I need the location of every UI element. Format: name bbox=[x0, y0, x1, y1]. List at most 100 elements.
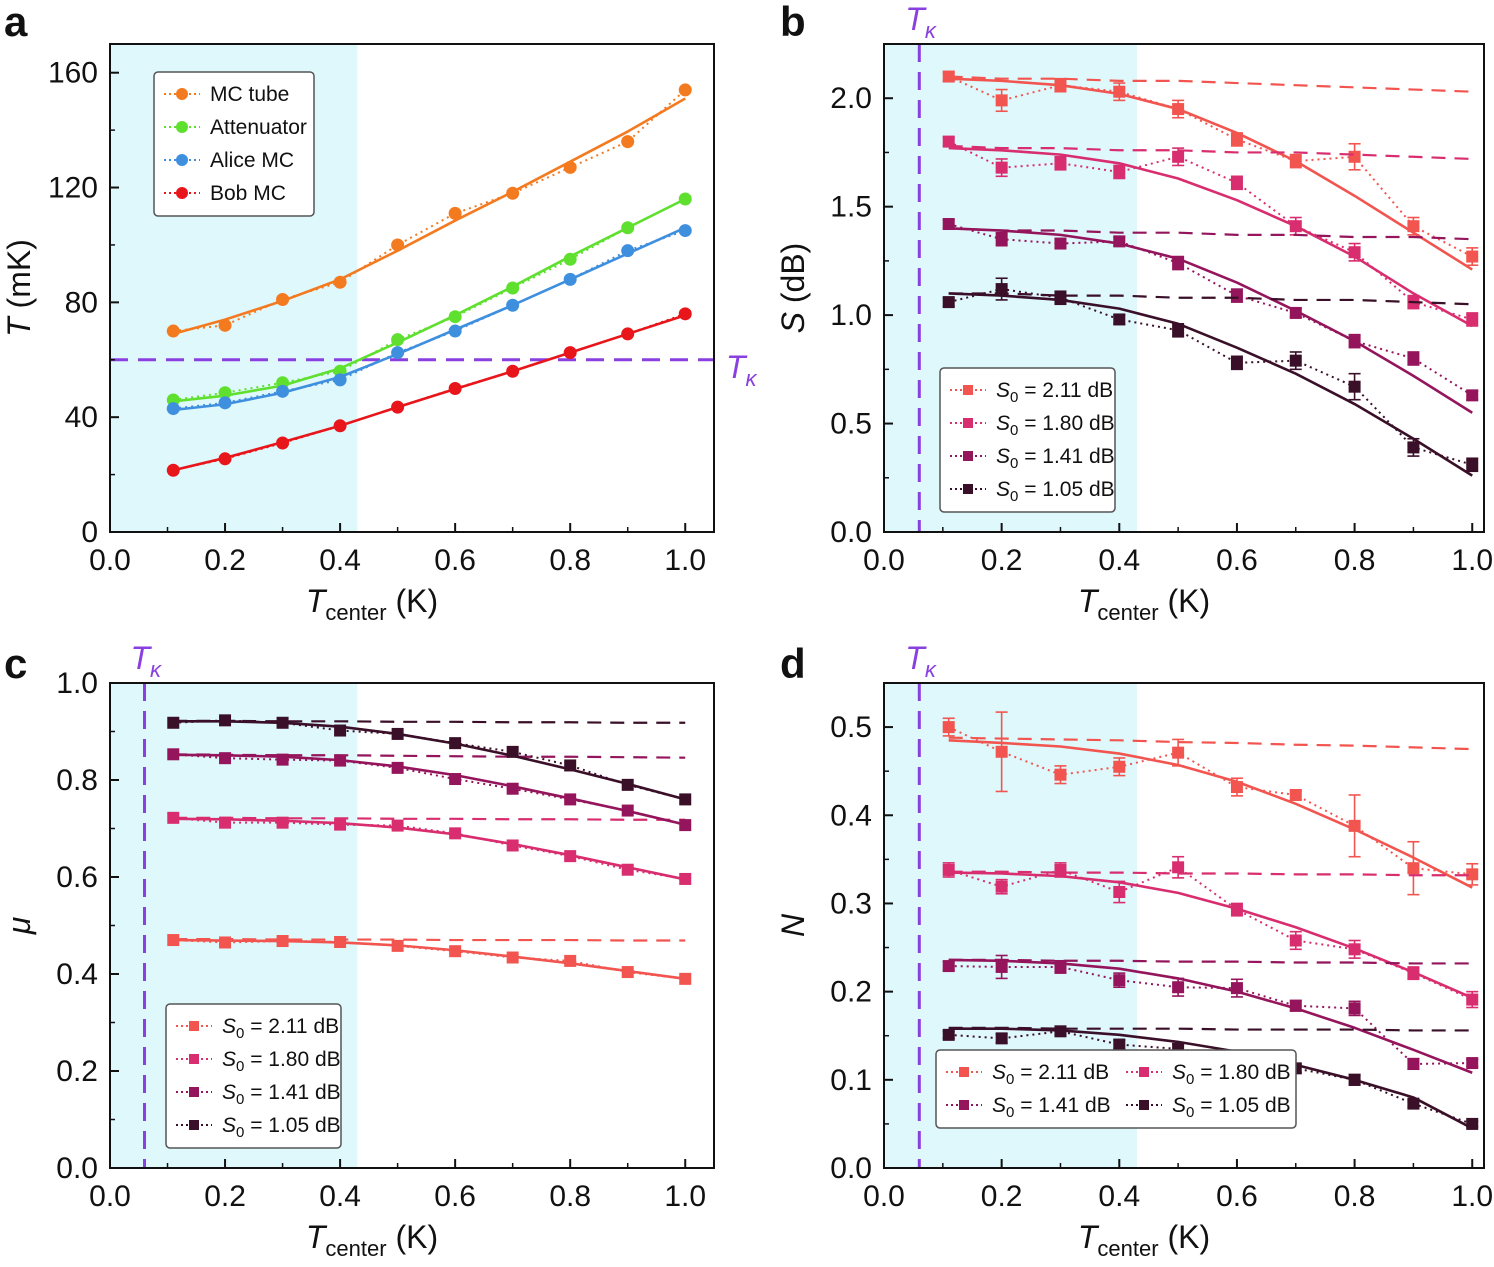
tk-label: Tκ bbox=[905, 640, 937, 682]
legend-marker bbox=[959, 1067, 969, 1077]
data-point bbox=[391, 238, 405, 252]
plot-frame bbox=[109, 43, 715, 533]
series-4 bbox=[942, 277, 1479, 477]
y-tick-label: 0.0 bbox=[830, 1152, 872, 1185]
legend-subscript: 0 bbox=[236, 1091, 244, 1108]
plot-frame bbox=[883, 43, 1485, 533]
legend-subscript: 0 bbox=[1010, 389, 1018, 406]
legend-subscript: 0 bbox=[236, 1124, 244, 1141]
data-point bbox=[564, 850, 577, 863]
data-point bbox=[1113, 974, 1126, 987]
x-tick-label: 0.8 bbox=[549, 544, 591, 577]
x-tick-label: 0.8 bbox=[549, 1180, 591, 1213]
legend-symbol: S bbox=[996, 412, 1010, 435]
data-point bbox=[506, 951, 519, 964]
data-point bbox=[218, 396, 232, 410]
series-data-line bbox=[173, 939, 686, 980]
data-point bbox=[334, 754, 347, 767]
data-point bbox=[1289, 354, 1302, 367]
data-point bbox=[506, 298, 520, 312]
legend-item: S0 = 1.80 dB bbox=[1126, 1061, 1291, 1088]
data-point bbox=[506, 281, 520, 295]
data-point bbox=[621, 327, 635, 341]
data-point bbox=[995, 94, 1008, 107]
x-axis-unit: (K) bbox=[387, 583, 439, 619]
panel-b: Tκ 0.0 0.2 0.4 0.6 0.8 1.0 0.0 0.5 1.0 1.5 2.0 Tcent… bbox=[775, 0, 1493, 625]
data-point bbox=[995, 745, 1008, 758]
series-dashed-line bbox=[948, 292, 1473, 306]
legend-marker bbox=[1139, 1100, 1149, 1110]
x-tick-label: 0.2 bbox=[204, 544, 246, 577]
data-point bbox=[995, 161, 1008, 174]
series-dashed-line bbox=[948, 870, 1473, 877]
series-dashed-line bbox=[948, 144, 1473, 161]
data-point bbox=[1289, 788, 1302, 801]
y-tick-label: 0.4 bbox=[56, 958, 98, 991]
panel-c: Tκ 0.0 0.2 0.4 0.6 0.8 1.0 0.0 0.2 0.4 0.6 0.8 1.0 Tc… bbox=[1, 640, 715, 1261]
legend-symbol: S bbox=[992, 1094, 1006, 1117]
data-point bbox=[219, 752, 232, 765]
data-point bbox=[1407, 352, 1420, 365]
x-axis-symbol: T bbox=[1078, 583, 1100, 619]
legend-symbol: S bbox=[1172, 1094, 1186, 1117]
data-point bbox=[334, 935, 347, 948]
x-tick-label: 0.0 bbox=[863, 1180, 905, 1213]
data-point bbox=[448, 310, 462, 324]
legend-symbol: S bbox=[222, 1114, 236, 1137]
data-point bbox=[167, 748, 180, 761]
y-axis-symbol: T bbox=[1, 315, 37, 337]
legend: MC tube Attenuator Alice MC Bob MC bbox=[153, 71, 315, 217]
legend-value: = 1.80 dB bbox=[1194, 1061, 1290, 1084]
legend-marker bbox=[963, 451, 973, 461]
data-point bbox=[167, 934, 180, 947]
data-point bbox=[391, 346, 405, 360]
data-point bbox=[391, 819, 404, 832]
legend-label: S0 = 2.11 dB bbox=[996, 379, 1113, 406]
legend-symbol: S bbox=[996, 445, 1010, 468]
data-point bbox=[1466, 389, 1479, 402]
tk-label: Tκ bbox=[905, 1, 937, 43]
x-tick-label: 0.4 bbox=[319, 1180, 361, 1213]
data-point bbox=[995, 1032, 1008, 1045]
data-point bbox=[678, 83, 692, 97]
data-point bbox=[1407, 441, 1420, 454]
data-point bbox=[1407, 862, 1420, 875]
legend-label: S0 = 2.11 dB bbox=[992, 1061, 1109, 1088]
data-point bbox=[1054, 768, 1067, 781]
data-point bbox=[506, 364, 520, 378]
data-point bbox=[942, 863, 955, 876]
data-point bbox=[166, 324, 180, 338]
y-tick-label: 40 bbox=[65, 401, 98, 434]
data-point bbox=[1113, 760, 1126, 773]
data-point bbox=[1113, 235, 1126, 248]
data-point bbox=[1172, 981, 1185, 994]
data-point bbox=[1466, 250, 1479, 263]
tk-label: Tκ bbox=[131, 640, 163, 682]
data-point bbox=[1289, 999, 1302, 1012]
data-point bbox=[621, 778, 634, 791]
legend-subscript: 0 bbox=[1010, 488, 1018, 505]
data-point bbox=[448, 381, 462, 395]
data-point bbox=[391, 333, 405, 347]
series-1 bbox=[942, 70, 1479, 271]
legend-marker bbox=[963, 385, 973, 395]
x-tick-label: 0.6 bbox=[1216, 544, 1258, 577]
data-point bbox=[995, 283, 1008, 296]
y-tick-label: 0 bbox=[81, 516, 98, 549]
legend-label: S0 = 1.41 dB bbox=[992, 1094, 1111, 1121]
data-point bbox=[333, 373, 347, 387]
series-2 bbox=[942, 855, 1479, 1009]
x-tick-label: 0.4 bbox=[319, 544, 361, 577]
data-point bbox=[621, 221, 635, 235]
series-3 bbox=[167, 748, 692, 832]
series-data-line bbox=[173, 816, 686, 880]
legend-item: Alice MC bbox=[164, 149, 294, 172]
legend-marker bbox=[176, 88, 188, 100]
x-axis-subscript: center bbox=[325, 1236, 386, 1261]
x-tick-label: 0.0 bbox=[89, 1180, 131, 1213]
x-tick-label: 0.0 bbox=[863, 544, 905, 577]
data-point bbox=[1230, 781, 1243, 794]
series-3 bbox=[942, 954, 1479, 1074]
series-fit-line bbox=[948, 227, 1473, 414]
data-point bbox=[506, 839, 519, 852]
